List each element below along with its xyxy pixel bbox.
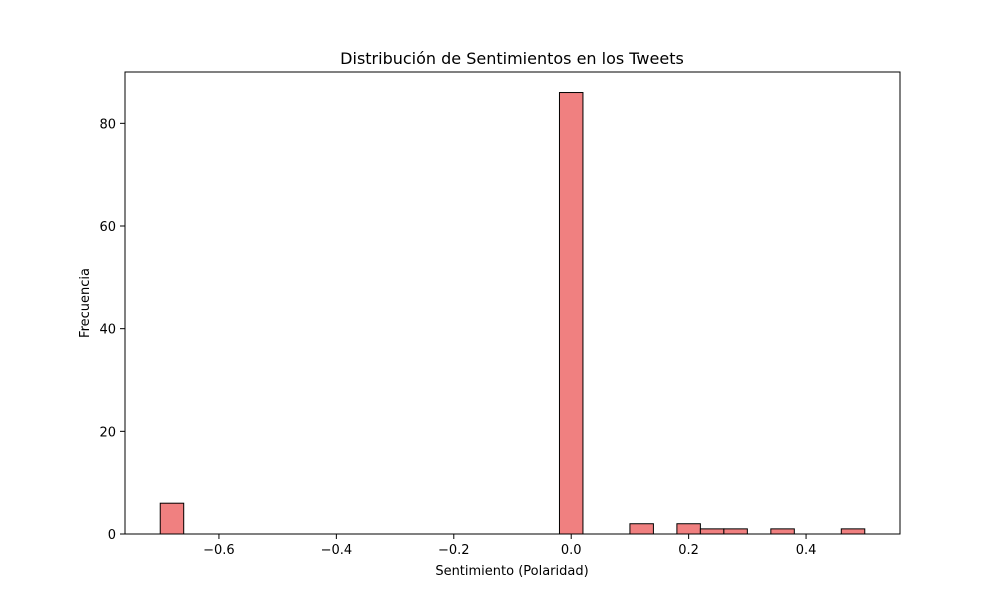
x-tick-label: −0.6	[203, 543, 235, 558]
histogram-bar	[676, 523, 701, 535]
y-axis-ticks: 0 20 40 60 80	[99, 117, 125, 543]
y-tick-label: 0	[108, 528, 116, 543]
y-tick-label: 80	[99, 117, 116, 132]
y-tick-label: 60	[99, 220, 116, 235]
histogram-bar	[629, 523, 654, 535]
y-tick-label: 20	[99, 425, 116, 440]
x-axis-label: Sentimiento (Polaridad)	[435, 564, 588, 579]
histogram-bar	[159, 502, 185, 535]
plot-frame	[124, 71, 901, 535]
x-tick-label: −0.4	[321, 543, 353, 558]
x-axis-ticks: −0.6 −0.4 −0.2 0.0 0.2 0.4	[203, 534, 816, 558]
histogram-bar	[699, 528, 725, 535]
bars-group	[159, 92, 866, 535]
x-tick-label: 0.0	[561, 543, 582, 558]
x-tick-label: 0.2	[678, 543, 699, 558]
histogram-bar	[840, 528, 866, 535]
histogram-bar	[770, 528, 795, 535]
histogram-bar	[723, 528, 748, 535]
chart-title: Distribución de Sentimientos en los Twee…	[340, 49, 684, 68]
x-tick-label: −0.2	[438, 543, 470, 558]
histogram-bar	[558, 92, 584, 535]
y-axis-label: Frecuencia	[78, 268, 93, 338]
y-tick-label: 40	[99, 323, 116, 338]
x-tick-label: 0.4	[796, 543, 817, 558]
